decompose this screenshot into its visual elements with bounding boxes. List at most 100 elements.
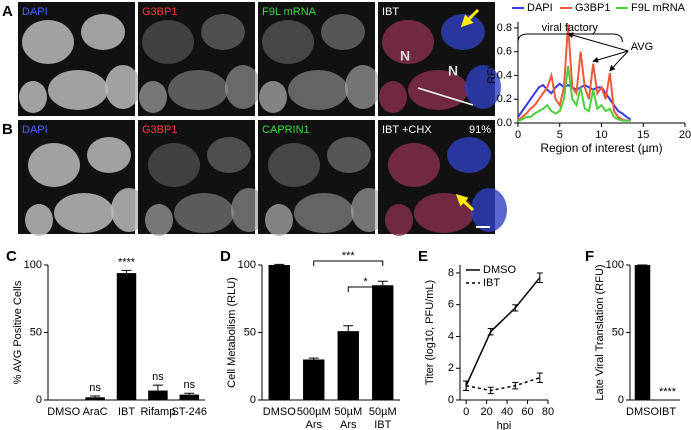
channel-label: IBT +CHX	[382, 124, 432, 136]
annotation-arrow	[567, 32, 629, 52]
annotation: AVG	[631, 41, 653, 53]
cell	[81, 14, 125, 50]
arrow	[460, 8, 480, 28]
legend-label: DAPI	[527, 2, 553, 14]
y-tick-label: 0.8	[497, 22, 512, 34]
cell	[174, 193, 234, 233]
y-tick-label: 6	[448, 299, 454, 311]
channel-label: F9L mRNA	[262, 6, 317, 18]
cell	[19, 81, 47, 113]
bar	[634, 265, 651, 400]
significance-label: *	[363, 276, 368, 288]
error-bar	[274, 263, 285, 265]
significance-label: ns	[89, 382, 101, 394]
error-bar	[536, 372, 543, 384]
x-tick-label: 50µM	[334, 406, 362, 418]
bar	[372, 285, 394, 400]
y-tick-label: 0	[36, 394, 42, 406]
x-tick-label: 80	[542, 406, 554, 418]
x-tick-label: DMSO	[263, 406, 296, 418]
bar	[268, 265, 290, 400]
y-axis-label: % AVG Positive Cells	[12, 280, 24, 384]
x-tick-label: IBT	[659, 406, 676, 418]
cell	[471, 188, 507, 232]
comparison-bracket	[313, 260, 384, 266]
cell	[54, 193, 114, 233]
x-tick-label: AraC	[83, 406, 108, 418]
panel-label: E	[418, 248, 428, 265]
x-tick-label: 500µM	[297, 406, 331, 418]
y-tick-label: 0.4	[497, 69, 512, 81]
nucleus-label: N	[400, 48, 410, 64]
y-tick-label: 0.6	[497, 46, 512, 58]
panel-label: C	[6, 248, 17, 265]
x-tick-label: 15	[637, 129, 649, 141]
x-tick-label: 40	[501, 406, 513, 418]
y-tick-label: 50	[30, 326, 42, 338]
x-tick-label: Ars	[306, 419, 323, 430]
annotation-arrow	[592, 50, 629, 63]
nucleus-label: N	[448, 63, 458, 79]
cell	[379, 81, 407, 113]
cell	[265, 204, 293, 236]
significance-label: ns	[183, 379, 195, 391]
legend-label: G3BP1	[575, 2, 610, 14]
cell	[105, 65, 141, 109]
x-tick-label: IBT	[374, 419, 391, 430]
legend-label: IBT	[483, 277, 500, 289]
cell	[465, 65, 501, 109]
x-tick-label: 0	[515, 129, 521, 141]
cell	[408, 70, 468, 110]
cell	[447, 137, 491, 173]
cell	[22, 20, 74, 64]
cell	[207, 137, 251, 173]
y-tick-label: 100	[24, 259, 42, 271]
comparison-bracket	[347, 286, 384, 292]
bar	[148, 390, 168, 400]
x-tick-label: 5	[557, 129, 563, 141]
bar	[85, 397, 105, 400]
error-bar	[308, 357, 319, 360]
cell	[262, 20, 314, 64]
y-tick-label: 2	[448, 362, 454, 374]
significance-label: ns	[152, 371, 164, 383]
y-tick-label: 0.0	[497, 117, 512, 129]
significance-label: ****	[118, 256, 136, 268]
x-tick-label: 10	[595, 129, 607, 141]
x-tick-label: IBT	[118, 406, 135, 418]
x-tick-label: 20	[480, 406, 492, 418]
cell	[288, 70, 348, 110]
error-bar	[90, 395, 101, 398]
cell	[345, 65, 381, 109]
cell	[168, 70, 228, 110]
y-tick-label: 0.2	[497, 93, 512, 105]
annotation: viral factory	[542, 22, 599, 34]
cell	[201, 14, 245, 50]
x-tick-label: 50µM	[369, 406, 397, 418]
legend-label: F9L mRNA	[631, 2, 686, 14]
percent-label: 91%	[469, 124, 491, 136]
panel-label: F	[585, 248, 594, 265]
cell	[441, 14, 485, 50]
cell	[148, 143, 200, 187]
y-tick-label: 50	[612, 326, 624, 338]
series-line	[517, 65, 631, 122]
y-axis-label: Cell Metabolism (RLU)	[226, 277, 238, 388]
y-tick-label: 0	[448, 394, 454, 406]
cell	[321, 14, 365, 50]
cell	[388, 143, 440, 187]
x-tick-label: Ars	[340, 419, 357, 430]
arrow	[455, 193, 475, 212]
x-tick-label: DMSO	[626, 406, 659, 418]
series-line	[517, 24, 631, 122]
bar	[303, 359, 325, 400]
cell	[48, 70, 108, 110]
panel-label: D	[220, 248, 231, 265]
y-tick-label: 100	[606, 259, 624, 271]
cell	[139, 81, 167, 113]
cell	[382, 20, 434, 64]
series-line	[465, 377, 541, 392]
y-axis-label: RFU	[486, 61, 498, 84]
cell	[414, 193, 474, 233]
